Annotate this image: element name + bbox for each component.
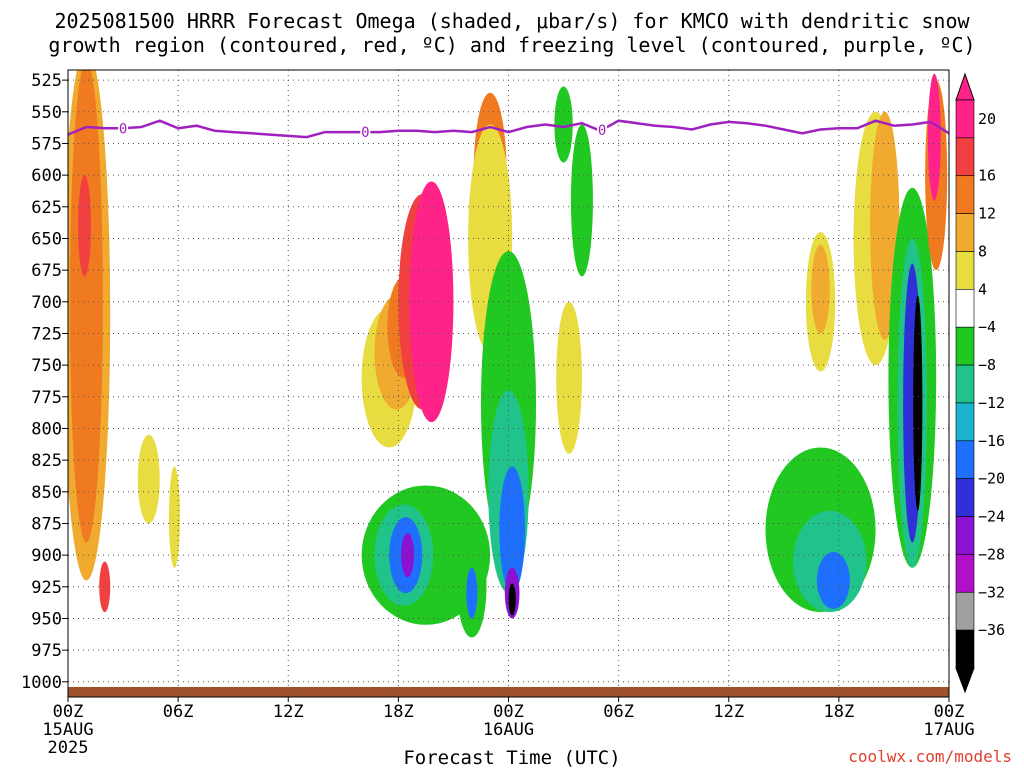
x-tick-label-6-1: 06Z — [163, 702, 194, 722]
omega-cell-39 — [913, 295, 923, 511]
y-tick-label-600: 600 — [31, 166, 62, 186]
x-tick-label-36-1: 12Z — [713, 702, 744, 722]
omega-cell-5 — [137, 434, 160, 524]
x-tick-label-0-1: 00Z — [53, 702, 84, 722]
colorbar-band-1 — [955, 99, 975, 139]
y-tick-label-875: 875 — [31, 514, 62, 534]
colorbar: 20 16 12 8 4 −4 −8 −12 −16 −20 −24 −28 −32 −36 — [955, 72, 1005, 694]
omega-cell-26 — [466, 567, 478, 619]
colorbar-band-15 — [955, 629, 975, 669]
omega-cell-15 — [556, 301, 582, 454]
colorbar-band-8 — [955, 364, 975, 404]
x-tick-label-12-1: 12Z — [273, 702, 304, 722]
colorbar-bottom-arrow — [955, 667, 975, 694]
credit-text: coolwx.com/models — [848, 747, 1012, 766]
omega-cell-19 — [401, 532, 414, 578]
colorbar-label-14: −36 — [978, 621, 1005, 639]
y-tick-label-525: 525 — [31, 71, 62, 91]
colorbar-band-12 — [955, 516, 975, 555]
y-tick-label-650: 650 — [31, 229, 62, 249]
colorbar-band-10 — [955, 440, 975, 479]
x-tick-label-48-1: 00Z — [934, 702, 965, 722]
y-tick-label-925: 925 — [31, 578, 62, 598]
colorbar-band-13 — [955, 554, 975, 593]
freezing-level-line — [67, 119, 950, 139]
colorbar-band-11 — [955, 478, 975, 517]
colorbar-label-3: 12 — [978, 205, 996, 223]
omega-cell-11 — [409, 181, 454, 423]
y-tick-label-825: 825 — [31, 451, 62, 471]
omega-cell-41 — [927, 73, 941, 201]
y-tick-label-550: 550 — [31, 103, 62, 123]
omega-shading — [68, 70, 948, 638]
y-tick-label-750: 750 — [31, 356, 62, 376]
colorbar-label-5: 4 — [978, 280, 987, 298]
y-tick-label-900: 900 — [31, 546, 62, 566]
y-tick-label-975: 975 — [31, 641, 62, 661]
x-tick-label-18-1: 18Z — [383, 702, 414, 722]
y-tick-label-800: 800 — [31, 419, 62, 439]
colorbar-band-9 — [955, 402, 975, 442]
y-tick-label-775: 775 — [31, 388, 62, 408]
omega-cell-31 — [816, 551, 850, 609]
omega-cell-22 — [499, 466, 526, 594]
omega-cell-27 — [570, 124, 593, 277]
freezing-level-label-1: 0 — [119, 121, 127, 137]
colorbar-label-9: −16 — [978, 432, 1005, 450]
colorbar-label-8: −12 — [978, 394, 1005, 412]
colorbar-label-2: 16 — [978, 167, 996, 185]
plot-area: 0 0 0 — [67, 70, 950, 697]
x-tick-label-0-2: 15AUG — [42, 720, 93, 740]
colorbar-label-6: −4 — [978, 318, 996, 336]
freezing-level-label-3: 0 — [598, 123, 606, 139]
y-tick-label-675: 675 — [31, 261, 62, 281]
colorbar-label-10: −20 — [978, 470, 1005, 488]
omega-cell-3 — [78, 175, 91, 277]
freezing-label-bg-2 — [360, 124, 371, 140]
x-tick-label-24-2: 16AUG — [483, 720, 534, 740]
colorbar-label-4: 8 — [978, 242, 987, 260]
omega-cell-24 — [508, 583, 516, 616]
y-tick-label-1000: 1000 — [21, 673, 62, 693]
colorbar-top-arrow — [955, 72, 975, 101]
x-tick-label-24-1: 00Z — [493, 702, 524, 722]
y-tick-label-700: 700 — [31, 293, 62, 313]
freezing-level-label-2: 0 — [361, 125, 369, 141]
colorbar-band-14 — [955, 591, 975, 631]
colorbar-label-11: −24 — [978, 508, 1005, 526]
y-tick-label-950: 950 — [31, 609, 62, 629]
x-tick-label-0-3: 2025 — [48, 738, 89, 758]
colorbar-label-1: 20 — [978, 110, 996, 128]
colorbar-band-6 — [955, 289, 975, 328]
omega-cell-2 — [69, 70, 103, 543]
x-axis-label: Forecast Time (UTC) — [403, 747, 620, 768]
omega-cell-33 — [811, 244, 830, 334]
colorbar-label-7: −8 — [978, 356, 996, 374]
y-tick-label-575: 575 — [31, 134, 62, 154]
freezing-label-bg-3 — [597, 121, 608, 137]
colorbar-band-5 — [955, 251, 975, 290]
y-tick-label-725: 725 — [31, 324, 62, 344]
colorbar-label-13: −32 — [978, 583, 1005, 601]
colorbar-band-3 — [955, 175, 975, 214]
ground-bar — [68, 687, 949, 697]
colorbar-band-4 — [955, 213, 975, 252]
freezing-label-bg-1 — [118, 120, 129, 136]
axes: 525 550 575 600 625 650 675 700 725 750 775 800 825 8… — [21, 69, 975, 758]
title-line-2: growth region (contoured, red, ºC) and f… — [48, 33, 975, 57]
colorbar-band-2 — [955, 137, 975, 177]
x-tick-label-42-1: 18Z — [824, 702, 855, 722]
y-tick-label-850: 850 — [31, 483, 62, 503]
y-tick-label-625: 625 — [31, 198, 62, 218]
colorbar-label-12: −28 — [978, 545, 1005, 563]
x-tick-label-48-2: 17AUG — [923, 720, 974, 740]
colorbar-band-7 — [955, 326, 975, 366]
title-line-1: 2025081500 HRRR Forecast Omega (shaded, … — [54, 9, 970, 33]
x-tick-label-30-1: 06Z — [603, 702, 634, 722]
omega-cell-6 — [168, 466, 180, 568]
omega-cell-4 — [99, 561, 111, 613]
